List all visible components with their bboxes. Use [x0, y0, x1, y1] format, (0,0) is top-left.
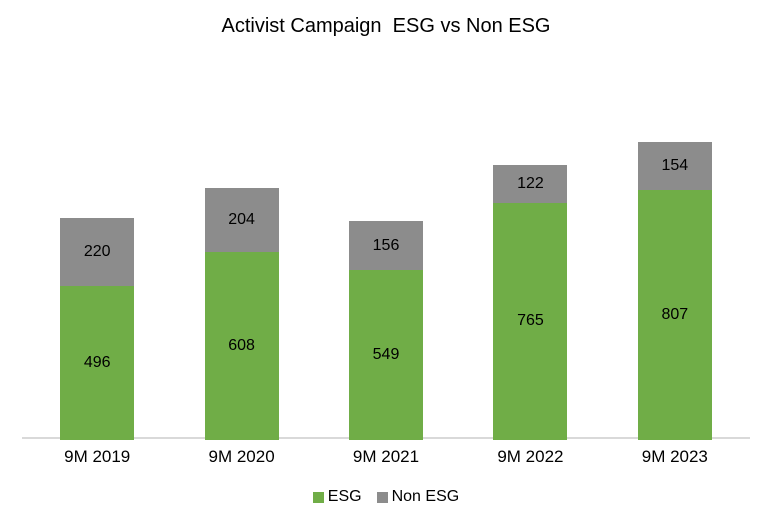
esg-legend-swatch-icon: [312, 491, 324, 503]
non-esg-value-label: 220: [83, 243, 111, 261]
stacked-bar: 154 807: [637, 142, 712, 440]
esg-value-label: 608: [228, 336, 255, 354]
stacked-bar: 220 496: [60, 218, 135, 440]
non-esg-segment: 154: [637, 142, 712, 190]
bar-group-9m-2022: 122 765: [458, 75, 602, 440]
legend-label-non-esg: Non ESG: [391, 488, 460, 505]
esg-segment: 496: [60, 286, 135, 440]
esg-value-label: 496: [83, 354, 111, 372]
x-axis-label: 9M 2020: [208, 447, 275, 466]
bar-group-9m-2019: 220 496: [25, 75, 169, 440]
non-esg-legend-swatch-icon: [376, 491, 388, 503]
x-axis-label: 9M 2019: [64, 447, 131, 466]
plot-area: 220 496 204 608 156 549 122 765 154 807: [22, 75, 750, 440]
bars-group: 220 496 204 608 156 549 122 765 154 807: [25, 75, 747, 440]
bar-group-9m-2023: 154 807: [603, 75, 747, 440]
stacked-bar: 122 765: [493, 165, 568, 440]
esg-value-label: 765: [517, 312, 544, 330]
esg-segment: 549: [349, 269, 424, 440]
non-esg-value-label: 156: [372, 236, 400, 254]
legend-label-esg: ESG: [327, 488, 362, 505]
non-esg-value-label: 204: [228, 210, 255, 228]
non-esg-segment: 220: [60, 218, 135, 287]
bar-group-9m-2020: 204 608: [169, 75, 313, 440]
non-esg-segment: 204: [204, 188, 279, 252]
x-axis-label: 9M 2023: [641, 447, 708, 466]
esg-segment: 608: [204, 251, 279, 440]
x-axis-labels: 9M 2019 9M 2020 9M 2021 9M 2022 9M 2023: [25, 447, 747, 467]
chart-title: Activist Campaign ESG vs Non ESG: [221, 15, 551, 37]
stacked-bar: 156 549: [349, 221, 424, 440]
non-esg-value-label: 122: [517, 174, 544, 192]
legend: ESG Non ESG: [0, 488, 772, 506]
legend-item-esg: ESG: [312, 488, 362, 506]
x-axis-label: 9M 2021: [352, 447, 420, 466]
esg-value-label: 549: [372, 345, 400, 363]
non-esg-value-label: 154: [661, 156, 689, 174]
esg-segment: 765: [493, 202, 568, 440]
bar-group-9m-2021: 156 549: [314, 75, 458, 440]
esg-value-label: 807: [661, 305, 689, 323]
x-axis-label: 9M 2022: [497, 447, 564, 466]
stacked-bar: 204 608: [204, 188, 279, 440]
non-esg-segment: 156: [349, 221, 424, 270]
legend-item-non-esg: Non ESG: [376, 488, 460, 506]
non-esg-segment: 122: [493, 165, 568, 203]
esg-segment: 807: [637, 189, 712, 440]
